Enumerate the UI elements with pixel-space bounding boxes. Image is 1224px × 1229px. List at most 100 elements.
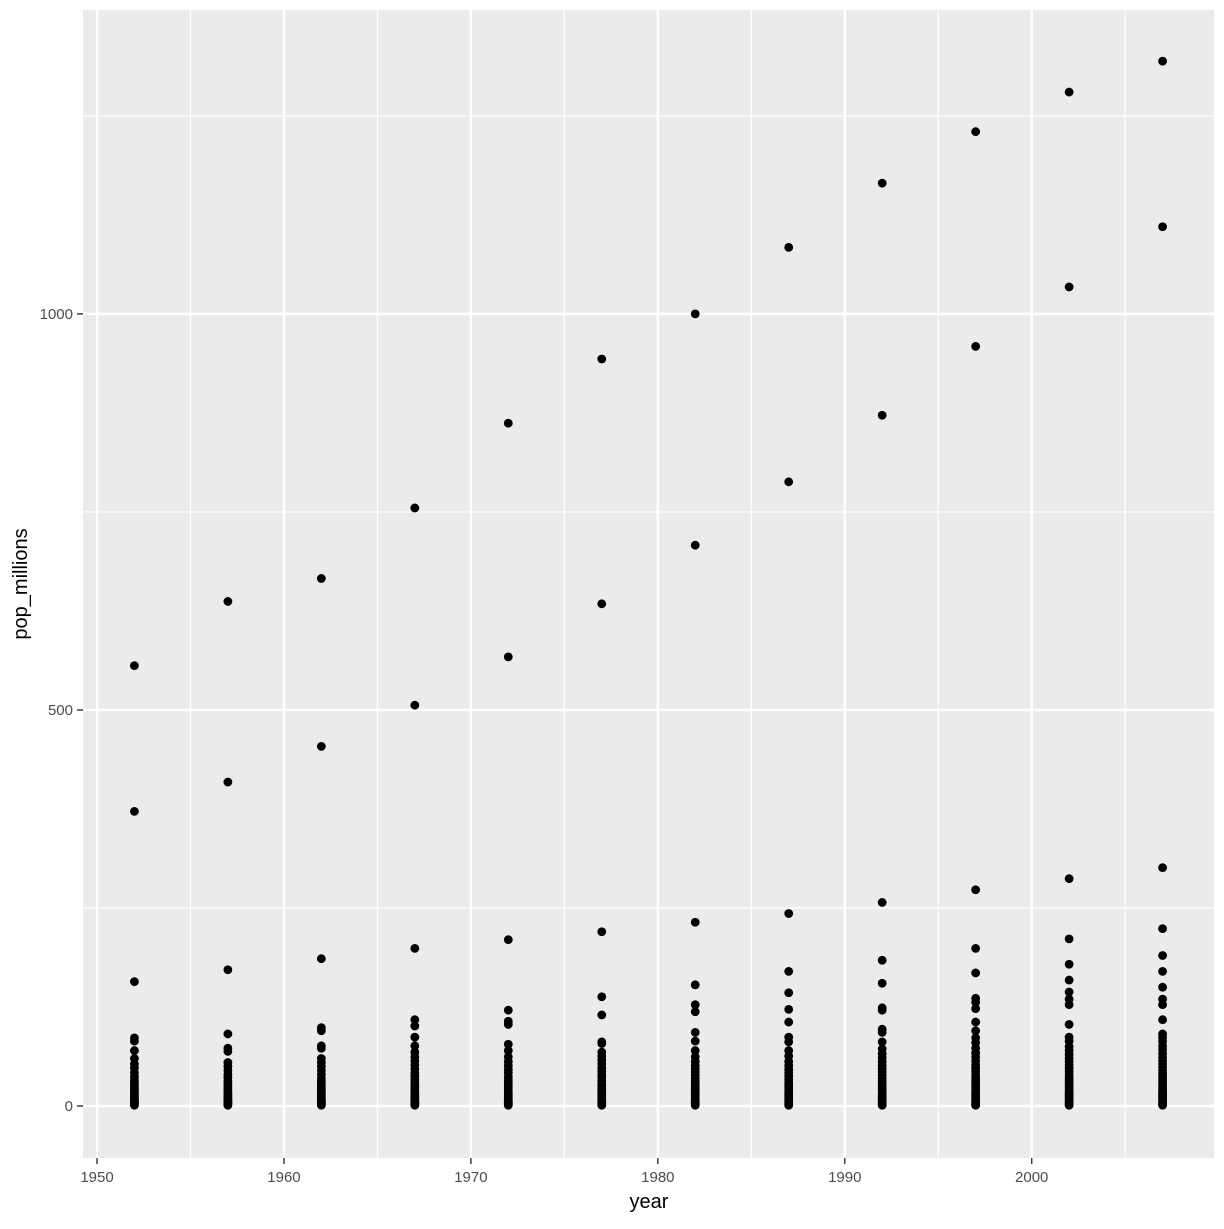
data-point	[1158, 1000, 1167, 1010]
data-point	[877, 955, 887, 965]
x-tick-label: 1980	[641, 1169, 674, 1186]
x-tick-label: 1950	[80, 1169, 113, 1186]
data-point	[877, 898, 887, 907]
data-point	[130, 1046, 139, 1055]
x-tick-label: 2000	[1015, 1169, 1048, 1186]
y-tick-label: 1000	[40, 306, 73, 323]
x-tick-label: 1960	[267, 1169, 300, 1186]
data-point	[971, 341, 981, 351]
data-point	[597, 354, 607, 364]
x-axis: 1950 1960 1970 1980 1990 2000	[80, 1158, 1048, 1186]
x-tick-label: 1970	[454, 1169, 487, 1186]
data-point	[1158, 56, 1167, 66]
data-point	[877, 178, 887, 188]
data-point	[690, 1036, 700, 1046]
data-point	[971, 997, 981, 1007]
data-point	[597, 927, 607, 937]
data-point	[1064, 1000, 1074, 1010]
data-point	[1064, 87, 1074, 97]
data-point	[1158, 924, 1167, 933]
data-point	[1064, 959, 1074, 969]
data-point	[410, 1032, 420, 1042]
data-point	[597, 1100, 607, 1110]
data-point	[971, 1026, 981, 1036]
data-point	[971, 1017, 981, 1027]
data-point	[784, 242, 794, 252]
data-point	[316, 574, 326, 583]
data-point	[877, 978, 887, 988]
data-point	[1158, 951, 1167, 960]
data-point	[690, 1100, 700, 1110]
y-tick-label: 0	[65, 1098, 73, 1115]
data-point	[410, 943, 420, 953]
data-point	[1064, 1020, 1074, 1029]
x-axis-title: year	[630, 1191, 669, 1213]
data-point	[971, 968, 981, 978]
data-point	[877, 1027, 887, 1037]
data-point	[316, 741, 326, 751]
data-point	[316, 1026, 326, 1036]
data-point	[597, 992, 607, 1002]
data-point	[690, 1027, 700, 1037]
data-point	[1064, 987, 1074, 997]
data-point	[597, 1010, 607, 1020]
data-point	[784, 1004, 794, 1014]
data-point	[1158, 863, 1167, 872]
data-point	[1064, 934, 1074, 944]
data-point	[690, 1046, 700, 1055]
data-point	[690, 1007, 700, 1017]
data-point	[1158, 1100, 1167, 1110]
y-axis-title: pop_millions	[10, 528, 32, 639]
data-point	[784, 1017, 794, 1027]
data-point	[223, 1046, 233, 1056]
data-point	[597, 599, 607, 609]
data-point	[1158, 222, 1167, 232]
data-point	[690, 980, 700, 990]
data-point	[130, 1036, 139, 1046]
data-point	[1158, 1015, 1167, 1025]
data-point	[223, 1029, 233, 1039]
data-point	[503, 1005, 513, 1015]
data-point	[597, 1039, 607, 1048]
data-point	[503, 935, 513, 945]
data-point	[223, 1100, 233, 1110]
data-point	[130, 977, 139, 987]
data-point	[784, 477, 794, 487]
data-point	[971, 943, 981, 953]
data-point	[503, 1100, 513, 1110]
data-point	[877, 1100, 887, 1110]
major-gridlines	[83, 10, 1214, 1158]
data-point	[410, 503, 420, 513]
data-point	[223, 965, 233, 975]
data-point	[503, 1046, 513, 1055]
data-point	[971, 127, 981, 137]
x-tick-label: 1990	[828, 1169, 861, 1186]
data-point	[877, 1037, 887, 1047]
data-point	[1064, 1100, 1074, 1110]
data-point	[1158, 966, 1167, 976]
data-points	[130, 56, 1167, 1110]
data-point	[410, 1021, 420, 1031]
data-point	[316, 1043, 326, 1053]
data-point	[784, 988, 794, 998]
data-point	[316, 954, 326, 964]
data-point	[690, 917, 700, 927]
data-point	[784, 1037, 794, 1047]
data-point	[410, 1041, 420, 1051]
data-point	[503, 652, 513, 662]
data-point	[316, 1100, 326, 1110]
data-point	[877, 410, 887, 420]
data-point	[1064, 282, 1074, 292]
data-point	[1158, 982, 1167, 992]
data-point	[971, 885, 981, 895]
data-point	[503, 418, 513, 428]
data-point	[877, 1005, 887, 1015]
plot-panel	[83, 10, 1214, 1158]
data-point	[1064, 975, 1074, 985]
data-point	[690, 540, 700, 550]
minor-gridlines	[83, 10, 1214, 1158]
data-point	[690, 309, 700, 319]
data-point	[410, 1015, 420, 1025]
